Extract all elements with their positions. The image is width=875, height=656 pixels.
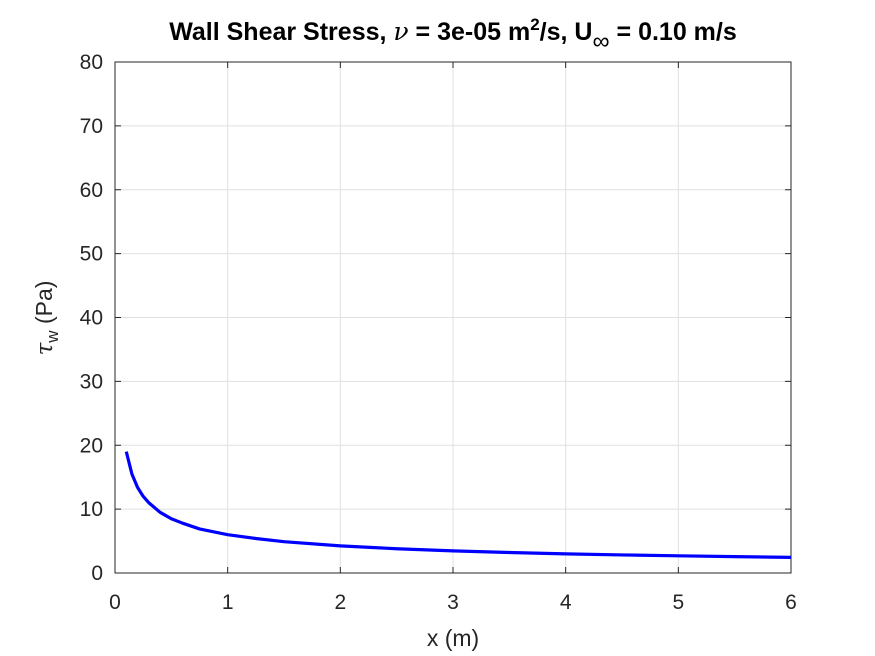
grid	[114, 61, 792, 574]
title-part-1: Wall Shear Stress,	[169, 18, 393, 46]
x-tick-label: 1	[222, 591, 234, 614]
plot-frame	[114, 61, 792, 574]
title-superscript: 2	[530, 15, 539, 34]
x-tick-label: 2	[334, 591, 346, 614]
y-tick-labels: 0 10 20 30 40 50 60 70 80	[80, 51, 103, 585]
series-line-0	[124, 451, 792, 559]
y-tick-label: 40	[80, 307, 103, 330]
y-tick-label: 30	[80, 370, 103, 393]
chart-title: Wall Shear Stress, ν = 3e-05 m2/s, U∞ = …	[169, 15, 737, 55]
title-part-4: = 0.10 m/s	[610, 18, 737, 46]
title-part-3: /s, U	[540, 18, 593, 46]
title-subscript: ∞	[592, 28, 609, 55]
x-tick-labels: 0 1 2 3 4 5 6	[109, 591, 797, 614]
y-tick-label: 10	[80, 498, 103, 521]
y-tick-label: 80	[80, 51, 103, 74]
y-tick-label: 60	[80, 179, 103, 202]
title-part-2: = 3e-05 m	[409, 18, 531, 46]
x-tick-label: 3	[447, 591, 459, 614]
x-tick-label: 6	[785, 591, 797, 614]
series-layer	[124, 451, 792, 559]
y-label-unit: (Pa)	[31, 281, 57, 331]
x-tick-label: 4	[560, 591, 572, 614]
y-label-tau-symbol: τ	[32, 341, 58, 355]
x-axis-label: x (m)	[427, 625, 479, 651]
x-tick-label: 5	[672, 591, 684, 614]
y-tick-label: 20	[80, 434, 103, 457]
x-tick-label: 0	[109, 591, 121, 614]
title-nu-symbol: ν	[393, 17, 408, 46]
y-tick-label: 50	[80, 243, 103, 266]
y-axis-label: τw (Pa)	[31, 281, 62, 356]
y-tick-label: 70	[80, 115, 103, 138]
y-tick-label: 0	[91, 562, 103, 585]
y-label-subscript: w	[43, 330, 62, 344]
